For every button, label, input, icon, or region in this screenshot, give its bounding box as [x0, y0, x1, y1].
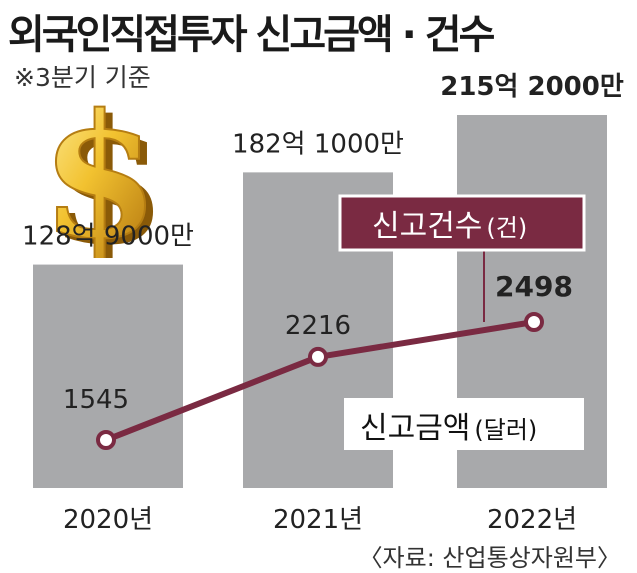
x-axis-label: 2022년 [487, 505, 577, 535]
dollar-sign-icon: $ $ [42, 98, 167, 258]
svg-text:$: $ [49, 98, 167, 258]
amount-legend-unit: (달러) [474, 416, 537, 444]
count-legend-box [338, 194, 586, 252]
count-point [524, 312, 544, 332]
count-point [96, 430, 116, 450]
amount-bar-label: 182억 1000만 [232, 129, 404, 159]
source-note: 〈자료: 산업통상자원부〉 [358, 544, 621, 572]
amount-bar-label: 128억 9000만 [22, 222, 194, 252]
count-point-label: 1545 [63, 385, 129, 415]
x-axis-label: 2020년 [63, 505, 153, 535]
count-point [308, 346, 328, 367]
amount-bar [33, 264, 183, 488]
count-legend-label: 신고건수 (건) [372, 209, 527, 244]
count-legend-unit: (건) [486, 214, 527, 242]
count-point-label: 2498 [495, 270, 573, 303]
x-axis-label: 2021년 [273, 505, 363, 535]
amount-bar-label: 215억 2000만 [440, 72, 624, 102]
chart-title: 외국인직접투자 신고금액 · 건수 [8, 12, 495, 58]
chart-subtitle: ※3분기 기준 [14, 63, 151, 92]
amount-legend-label: 신고금액 (달러) [360, 411, 537, 446]
count-point-label: 2216 [285, 311, 351, 341]
svg-text:$: $ [42, 98, 159, 258]
amount-legend-box [344, 398, 584, 450]
